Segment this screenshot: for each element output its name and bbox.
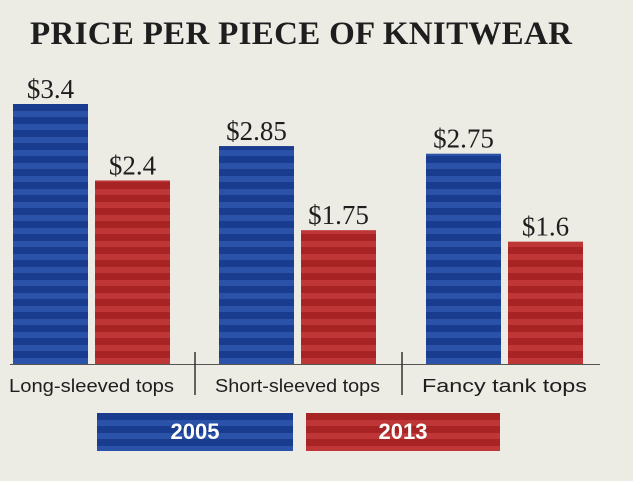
bar-fancy-tank-tops-2005: [426, 153, 501, 364]
legend-label-2005: 2005: [170, 419, 220, 444]
data-label-short-sleeved-tops-2013: $1.75: [308, 200, 369, 230]
category-label-fancy-tank-tops: Fancy tank tops: [422, 376, 587, 396]
bar-long-sleeved-tops-2005: [13, 104, 88, 364]
bar-long-sleeved-tops-2013: [95, 180, 170, 364]
category-label-long-sleeved-tops: Long-sleeved tops: [9, 376, 174, 396]
chart-title: PRICE PER PIECE OF KNITWEAR: [30, 16, 573, 52]
category-label-short-sleeved-tops: Short-sleeved tops: [215, 376, 380, 396]
data-label-fancy-tank-tops-2013: $1.6: [522, 212, 569, 242]
data-label-fancy-tank-tops-2005: $2.75: [433, 124, 494, 154]
legend-2013: 2013: [306, 413, 500, 451]
data-label-long-sleeved-tops-2005: $3.4: [27, 74, 75, 104]
bar-short-sleeved-tops-2005: [219, 146, 294, 364]
data-label-long-sleeved-tops-2013: $2.4: [109, 150, 157, 180]
data-label-short-sleeved-tops-2005: $2.85: [226, 116, 287, 146]
legend-2005: 2005: [97, 413, 293, 451]
bar-short-sleeved-tops-2013: [301, 230, 376, 364]
legend-label-2013: 2013: [378, 419, 428, 444]
bar-fancy-tank-tops-2013: [508, 241, 583, 364]
